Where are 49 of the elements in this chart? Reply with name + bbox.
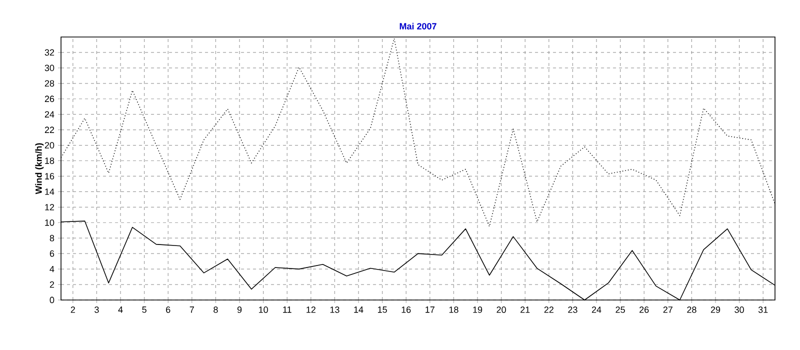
y-tick-label: 28	[44, 80, 54, 87]
y-tick-label: 24	[44, 111, 54, 118]
x-tick-label: 16	[402, 306, 411, 313]
y-tick-label: 22	[44, 126, 54, 133]
x-tick-label: 22	[544, 306, 554, 313]
y-tick-label: 0	[50, 296, 54, 304]
x-tick-label: 6	[166, 306, 170, 313]
y-tick-label: 8	[50, 234, 54, 242]
x-tick-label: 18	[449, 306, 458, 313]
x-tick-label: 23	[568, 306, 578, 313]
x-tick-label: 3	[94, 306, 99, 313]
y-tick-label: 10	[45, 219, 54, 226]
x-tick-label: 25	[616, 306, 625, 313]
x-tick-label: 7	[190, 306, 194, 313]
x-tick-label: 5	[142, 306, 146, 313]
y-tick-label: 2	[50, 281, 54, 288]
x-tick-label: 10	[258, 306, 268, 313]
y-tick-label: 30	[44, 64, 54, 72]
y-tick-label: 16	[45, 173, 54, 180]
x-tick-label: 24	[592, 306, 602, 313]
y-axis-title: Wind (km/h)	[35, 143, 44, 194]
x-tick-label: 27	[663, 306, 672, 313]
x-tick-label: 15	[378, 306, 387, 313]
y-tick-label: 18	[45, 158, 54, 164]
y-tick-label: 20	[44, 142, 54, 148]
x-tick-label: 29	[710, 306, 720, 313]
y-tick-label: 12	[45, 204, 54, 210]
x-tick-label: 17	[426, 306, 434, 313]
x-tick-label: 28	[687, 306, 696, 313]
y-tick-label: 14	[45, 188, 54, 195]
x-tick-label: 2	[70, 306, 75, 313]
x-tick-label: 9	[237, 306, 242, 313]
y-tick-label: 26	[44, 96, 54, 102]
x-tick-label: 12	[306, 306, 316, 313]
x-tick-label: 8	[214, 306, 218, 313]
y-tick-label: 4	[50, 266, 54, 272]
x-tick-label: 21	[520, 306, 530, 313]
x-tick-label: 11	[283, 306, 292, 313]
x-tick-label: 31	[758, 306, 768, 313]
x-tick-label: 19	[473, 306, 482, 313]
chart-title: Mai 2007	[400, 22, 436, 30]
y-tick-label: 6	[50, 250, 54, 257]
x-tick-label: 20	[496, 306, 506, 313]
x-tick-label: 13	[330, 306, 340, 313]
x-tick-label: 4	[118, 306, 123, 313]
y-tick-label: 32	[44, 49, 54, 56]
x-tick-label: 30	[734, 306, 744, 313]
x-tick-label: 26	[640, 306, 649, 313]
x-tick-label: 14	[354, 306, 364, 313]
